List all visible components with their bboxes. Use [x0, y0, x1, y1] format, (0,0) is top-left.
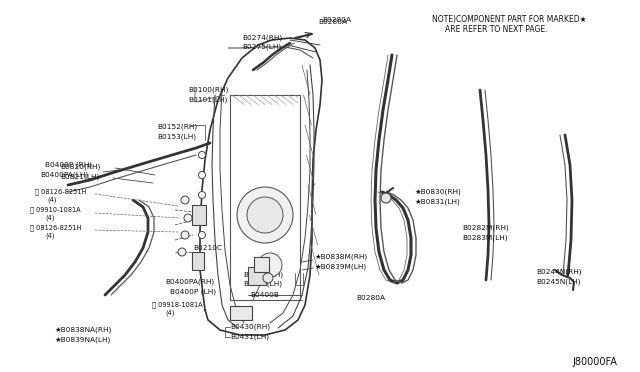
- Circle shape: [381, 193, 391, 203]
- Text: B0153(LH): B0153(LH): [157, 134, 196, 140]
- Text: B0245N(LH): B0245N(LH): [536, 279, 580, 285]
- Text: ★B0838NA(RH): ★B0838NA(RH): [55, 327, 113, 333]
- Text: ★B0830(RH): ★B0830(RH): [415, 189, 462, 195]
- Text: ★B0839NA(LH): ★B0839NA(LH): [55, 337, 111, 343]
- Text: B0210C: B0210C: [193, 245, 222, 251]
- Text: B0400P (RH): B0400P (RH): [45, 162, 92, 168]
- Bar: [192, 252, 204, 270]
- Text: (4): (4): [165, 310, 175, 316]
- Text: B0274(RH): B0274(RH): [242, 35, 282, 41]
- Circle shape: [237, 187, 293, 243]
- Text: B0280A: B0280A: [322, 17, 351, 23]
- Text: B0275(LH): B0275(LH): [242, 44, 281, 50]
- Text: B0152(RH): B0152(RH): [157, 124, 197, 130]
- Text: ★B0839M(LH): ★B0839M(LH): [315, 264, 367, 270]
- Text: B0400P (LH): B0400P (LH): [170, 289, 216, 295]
- Text: ★B0831(LH): ★B0831(LH): [415, 199, 461, 205]
- Text: B0400PA(RH): B0400PA(RH): [165, 279, 214, 285]
- Text: B0282M(RH): B0282M(RH): [462, 225, 509, 231]
- Circle shape: [198, 192, 205, 199]
- Circle shape: [184, 214, 192, 222]
- Circle shape: [198, 231, 205, 238]
- Bar: [192, 205, 206, 225]
- Circle shape: [198, 171, 205, 179]
- Circle shape: [198, 206, 205, 214]
- Text: B0431(LH): B0431(LH): [230, 334, 269, 340]
- Text: (4): (4): [45, 233, 54, 239]
- Text: J80000FA: J80000FA: [572, 357, 617, 367]
- Text: Ⓝ 09918-1081A: Ⓝ 09918-1081A: [152, 302, 203, 308]
- Bar: [248, 267, 266, 285]
- Text: B0820(RH): B0820(RH): [60, 164, 100, 170]
- Bar: [230, 306, 252, 320]
- Text: Ⓝ 09910-1081A: Ⓝ 09910-1081A: [30, 207, 81, 213]
- Text: (4): (4): [47, 197, 56, 203]
- Circle shape: [181, 196, 189, 204]
- Circle shape: [247, 197, 283, 233]
- Circle shape: [181, 231, 189, 239]
- Circle shape: [178, 248, 186, 256]
- Circle shape: [258, 253, 282, 277]
- Text: B0283M(LH): B0283M(LH): [462, 235, 508, 241]
- Bar: [254, 257, 269, 272]
- Text: B0440(RH): B0440(RH): [243, 272, 283, 278]
- Text: NOTE)COMPONENT PART FOR MARKED★: NOTE)COMPONENT PART FOR MARKED★: [432, 15, 586, 24]
- Text: B0430(RH): B0430(RH): [230, 324, 270, 330]
- Text: B0244N(RH): B0244N(RH): [536, 269, 582, 275]
- Text: Ⓓ 08126-8251H: Ⓓ 08126-8251H: [35, 189, 86, 195]
- Text: ★B0838M(RH): ★B0838M(RH): [315, 254, 368, 260]
- Circle shape: [198, 151, 205, 158]
- Text: B0101(LH): B0101(LH): [188, 97, 227, 103]
- Text: B0400B: B0400B: [250, 292, 279, 298]
- Text: B0100(RH): B0100(RH): [188, 87, 228, 93]
- Text: ARE REFER TO NEXT PAGE.: ARE REFER TO NEXT PAGE.: [445, 25, 547, 34]
- Text: B0821(LH): B0821(LH): [60, 174, 99, 180]
- Text: Ⓓ 08126-8251H: Ⓓ 08126-8251H: [30, 225, 81, 231]
- Text: B0441(LH): B0441(LH): [243, 281, 282, 287]
- Circle shape: [263, 273, 273, 283]
- Text: (4): (4): [45, 215, 54, 221]
- Text: B0280A: B0280A: [318, 19, 347, 25]
- Text: B0400PA(LH): B0400PA(LH): [40, 172, 88, 178]
- Text: B0280A: B0280A: [356, 295, 385, 301]
